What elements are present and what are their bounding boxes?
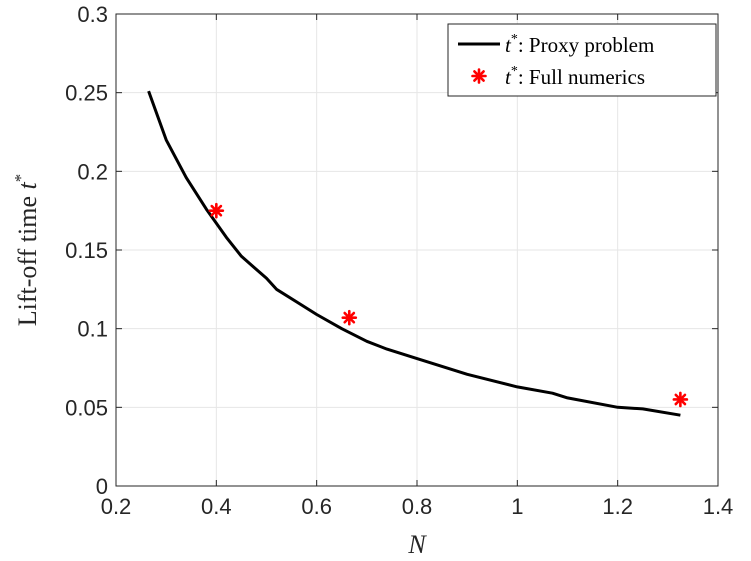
legend-entry-proxy-symbol: t	[505, 33, 512, 57]
y-tick-label: 0.15	[65, 238, 108, 263]
series-line-proxy-problem	[147, 90, 681, 417]
x-tick-label: 0.2	[101, 494, 132, 519]
data-point-full-numerics	[208, 202, 225, 219]
y-axis-label-text: Lift-off time	[13, 190, 42, 327]
y-axis-label: Lift-off time t*	[11, 174, 42, 326]
x-tick-label: 1.4	[703, 494, 734, 519]
y-axis-label-symbol: t	[13, 182, 42, 190]
data-point-full-numerics	[341, 309, 358, 326]
y-axis-label-superscript: *	[11, 174, 30, 183]
legend-entry-proxy-label: : Proxy problem	[518, 33, 655, 57]
y-tick-label: 0	[96, 474, 108, 499]
legend-entry-full-superscript: *	[511, 64, 518, 79]
y-tick-labels: 0 0.05 0.1 0.15 0.2 0.25 0.3	[65, 2, 108, 499]
series	[147, 90, 689, 417]
y-tick-label: 0.3	[77, 2, 108, 27]
legend-entry-proxy: t*: Proxy problem	[505, 32, 654, 57]
x-tick-labels: 0.2 0.4 0.6 0.8 1 1.2 1.4	[101, 494, 734, 519]
data-point-full-numerics	[672, 391, 689, 408]
x-tick-label: 1	[511, 494, 523, 519]
x-tick-label: 0.8	[402, 494, 433, 519]
y-tick-label: 0.2	[77, 159, 108, 184]
legend-entry-full-symbol: t	[505, 65, 512, 89]
x-axis-label: N	[407, 530, 427, 559]
legend: t*: Proxy problem t*: Full numerics	[447, 23, 717, 97]
y-tick-label: 0.05	[65, 395, 108, 420]
legend-marker-sample	[471, 68, 487, 84]
y-tick-label: 0.1	[77, 317, 108, 342]
legend-entry-proxy-superscript: *	[511, 32, 518, 47]
x-tick-label: 1.2	[602, 494, 633, 519]
legend-asterisk-icon	[471, 68, 487, 84]
legend-box	[447, 23, 717, 97]
x-tick-label: 0.6	[301, 494, 332, 519]
y-tick-label: 0.25	[65, 81, 108, 106]
legend-entry-full-label: : Full numerics	[518, 65, 645, 89]
x-tick-label: 0.4	[201, 494, 232, 519]
legend-entry-full: t*: Full numerics	[505, 64, 645, 89]
